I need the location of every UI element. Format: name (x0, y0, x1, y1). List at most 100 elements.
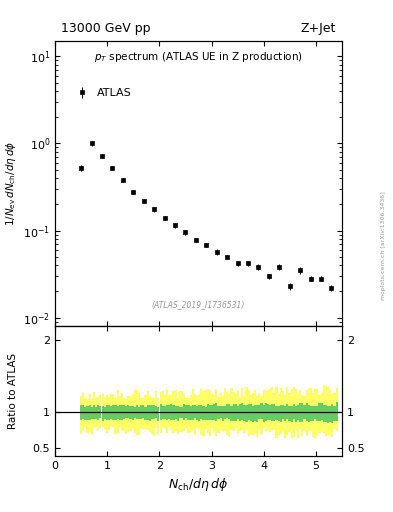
Bar (235, 404, 237, 421)
Bar (198, 405, 200, 421)
Bar (318, 403, 321, 421)
Bar (261, 403, 263, 419)
Bar (181, 391, 183, 432)
Bar (142, 405, 145, 418)
Bar (192, 406, 194, 420)
Bar (286, 387, 288, 435)
Bar (162, 391, 164, 428)
Bar (275, 406, 277, 420)
Bar (310, 388, 312, 432)
Bar (99, 395, 101, 429)
Bar (104, 407, 106, 419)
Bar (230, 388, 233, 430)
Bar (243, 405, 245, 421)
Bar (173, 405, 174, 420)
Bar (334, 393, 336, 430)
Bar (261, 396, 263, 434)
Bar (192, 389, 194, 430)
Bar (226, 404, 228, 418)
Text: mcplots.cern.ch [arXiv:1306.3436]: mcplots.cern.ch [arXiv:1306.3436] (381, 191, 386, 300)
Bar (106, 395, 108, 433)
Bar (170, 395, 173, 430)
Bar (112, 394, 114, 428)
Bar (271, 404, 273, 421)
Bar (82, 405, 84, 419)
Bar (147, 391, 149, 430)
Bar (160, 404, 162, 420)
Bar (248, 403, 250, 420)
Bar (252, 393, 254, 435)
Bar (101, 406, 104, 420)
Bar (157, 398, 160, 434)
Bar (140, 398, 142, 428)
Bar (125, 406, 127, 418)
Bar (254, 390, 256, 434)
Bar (323, 405, 325, 422)
Text: (ATLAS_2019_I1736531): (ATLAS_2019_I1736531) (152, 300, 245, 309)
Bar (241, 388, 243, 430)
Bar (217, 397, 220, 433)
Bar (93, 405, 95, 418)
Bar (318, 395, 321, 433)
Bar (323, 385, 325, 433)
Bar (86, 399, 88, 433)
Bar (151, 397, 153, 434)
Bar (293, 403, 295, 419)
Bar (308, 404, 310, 422)
Bar (239, 404, 241, 421)
Text: Z+Jet: Z+Jet (301, 22, 336, 35)
Bar (101, 394, 104, 427)
Bar (160, 392, 162, 434)
Bar (142, 398, 145, 430)
Bar (106, 404, 108, 420)
Bar (179, 407, 181, 418)
Bar (177, 397, 179, 434)
Bar (112, 405, 114, 420)
Bar (170, 404, 173, 420)
Bar (215, 389, 217, 436)
Bar (237, 406, 239, 419)
Bar (295, 406, 297, 422)
Bar (282, 405, 284, 419)
Bar (91, 399, 93, 434)
Bar (174, 390, 177, 432)
Bar (200, 404, 202, 419)
Bar (277, 394, 280, 435)
Bar (110, 394, 112, 426)
Bar (222, 407, 224, 421)
Bar (213, 395, 215, 432)
Bar (321, 402, 323, 420)
Bar (93, 392, 95, 428)
Bar (258, 394, 261, 430)
Bar (299, 403, 301, 422)
Bar (290, 406, 293, 422)
Bar (108, 397, 110, 431)
Bar (265, 403, 267, 420)
Bar (316, 406, 318, 421)
Bar (250, 404, 252, 421)
Bar (331, 404, 334, 423)
Bar (331, 394, 334, 437)
Bar (275, 387, 277, 438)
Bar (243, 396, 245, 433)
Bar (207, 389, 209, 433)
Bar (250, 395, 252, 436)
Bar (138, 393, 140, 435)
Bar (114, 398, 117, 435)
Bar (185, 406, 187, 418)
Bar (321, 393, 323, 432)
Bar (173, 391, 174, 433)
Bar (164, 407, 166, 419)
Bar (136, 404, 138, 419)
Bar (274, 393, 275, 430)
Bar (312, 393, 314, 437)
Bar (127, 396, 129, 432)
Bar (121, 393, 123, 430)
Bar (336, 402, 338, 421)
Bar (205, 390, 207, 429)
Bar (211, 394, 213, 429)
Y-axis label: Ratio to ATLAS: Ratio to ATLAS (8, 353, 18, 429)
Bar (284, 406, 286, 421)
Bar (254, 404, 256, 421)
Legend: ATLAS: ATLAS (72, 83, 136, 102)
